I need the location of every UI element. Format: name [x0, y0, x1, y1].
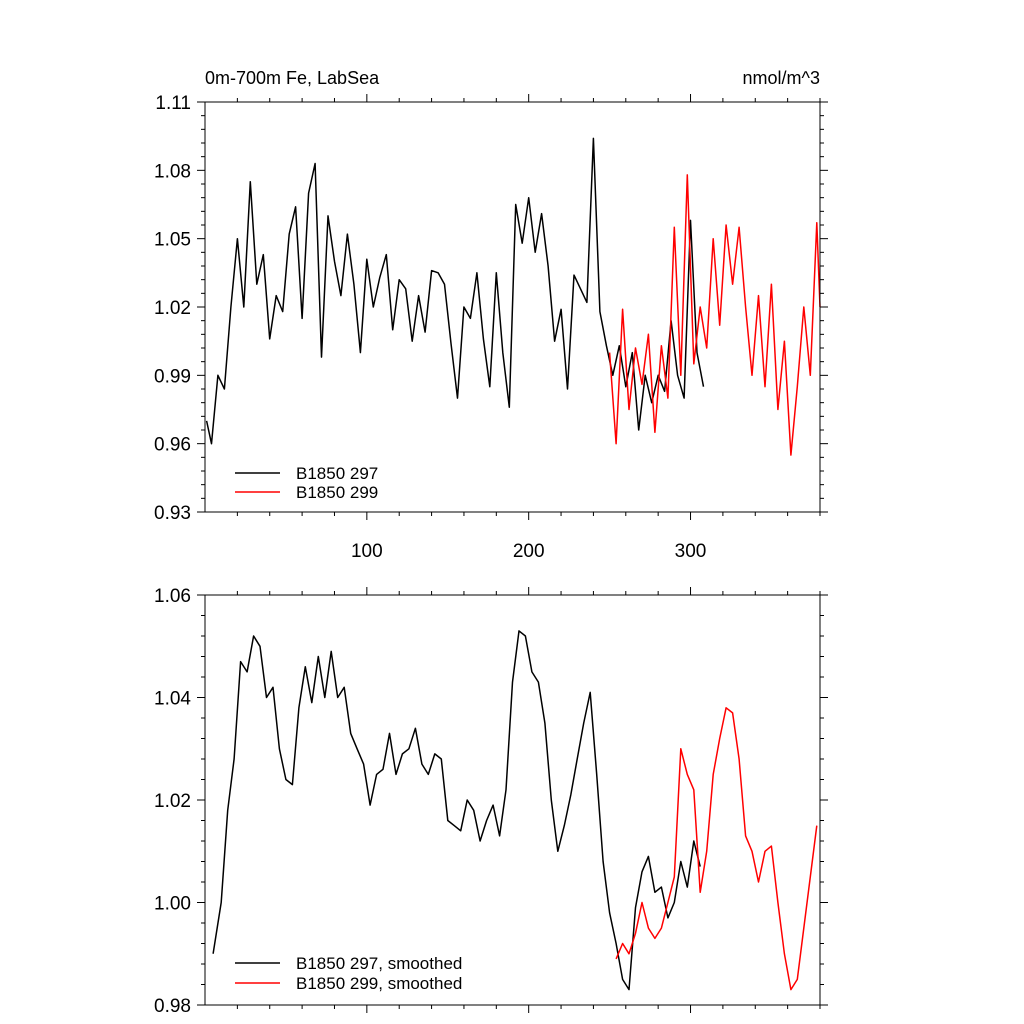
legend: B1850 297 B1850 299 [235, 464, 378, 502]
y-tick-label: 1.02 [154, 298, 191, 319]
tick-marks [197, 587, 828, 1013]
series-line-1 [615, 707, 818, 991]
top-panel: 0m-700m Fe, LabSea nmol/m^3 0.93 0.96 0.99… [154, 68, 828, 562]
chart-title: 0m-700m Fe, LabSea [205, 68, 380, 88]
y-tick-label: 1.04 [154, 689, 191, 710]
x-tick-labels: 100 200 300 [351, 541, 706, 562]
y-tick-label: 0.98 [154, 996, 191, 1017]
tick-marks [197, 94, 828, 520]
legend-label-series-0: B1850 297, smoothed [296, 954, 462, 973]
x-tick-label: 200 [513, 541, 545, 562]
plot-frame [204, 594, 821, 1006]
y-tick-label: 0.93 [154, 503, 191, 524]
y-tick-label: 1.08 [154, 161, 191, 182]
y-tick-label: 1.05 [154, 230, 191, 251]
series-lines [205, 137, 821, 456]
series-line-0 [212, 630, 701, 991]
units-label: nmol/m^3 [743, 68, 820, 88]
legend-label-series-1: B1850 299, smoothed [296, 974, 462, 993]
y-tick-label: 1.02 [154, 791, 191, 812]
series-lines [212, 630, 818, 991]
y-tick-label: 1.11 [155, 93, 191, 114]
bottom-panel: 0.98 1.00 1.02 1.04 1.06 B1850 297, smoothed… [154, 586, 828, 1017]
y-tick-labels: 0.93 0.96 0.99 1.02 1.05 1.08 1.11 [154, 93, 191, 524]
y-tick-label: 0.99 [154, 366, 191, 387]
x-tick-label: 100 [351, 541, 383, 562]
plot-frame [204, 101, 821, 513]
legend: B1850 297, smoothed B1850 299, smoothed [235, 954, 462, 993]
y-tick-label: 1.06 [154, 586, 191, 607]
series-line-1 [608, 174, 821, 456]
y-tick-label: 0.96 [154, 435, 191, 456]
y-tick-labels: 0.98 1.00 1.02 1.04 1.06 [154, 586, 191, 1017]
x-tick-label: 300 [675, 541, 707, 562]
legend-label-series-0: B1850 297 [296, 464, 378, 483]
legend-label-series-1: B1850 299 [296, 483, 378, 502]
y-tick-label: 1.00 [154, 894, 191, 915]
